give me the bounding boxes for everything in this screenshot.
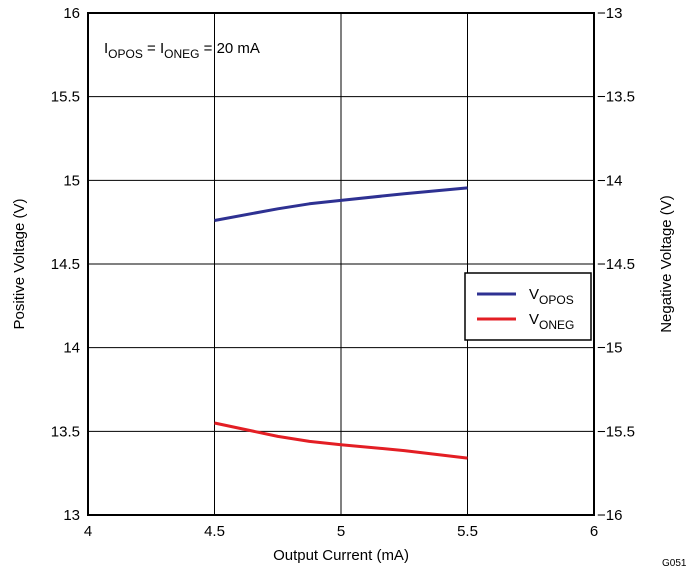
legend-box <box>464 272 592 341</box>
annotation-value: = 20 mA <box>199 40 259 57</box>
y-tick-label-left: 16 <box>63 5 80 22</box>
series-layer <box>214 186 468 460</box>
y-axis-label-right: Negative Voltage (V) <box>658 195 675 333</box>
annotation-sub2: ONEG <box>164 47 199 61</box>
y-tick-label-right: −15 <box>597 340 622 357</box>
annotation-i2: I <box>160 40 164 57</box>
legend-vopos-sub: OPOS <box>539 293 574 307</box>
legend: VOPOS VONEG <box>464 272 592 341</box>
legend-label-vopos: VOPOS <box>529 286 574 307</box>
y-tick-label-left: 15 <box>63 172 80 189</box>
annotation-i1: I <box>104 40 108 57</box>
plot-frame <box>87 12 595 516</box>
y-tick-label-left: 14 <box>63 340 80 357</box>
y-tick-label-right: −13 <box>597 5 622 22</box>
tick-labels: 4 4.5 5 5.5 6 13 −16 13.5 −15.5 14 −15 14.5 −14.5 15 −… <box>51 5 635 540</box>
figure-id: G051 <box>662 558 687 569</box>
y-tick-label-left: 15.5 <box>51 89 80 106</box>
x-axis-label: Output Current (mA) <box>273 547 409 564</box>
legend-voneg-main: V <box>529 311 539 328</box>
series-line-vopos <box>214 186 468 222</box>
y-tick-label-right: −13.5 <box>597 89 635 106</box>
x-tick-label: 6 <box>590 523 598 540</box>
y-tick-label-right: −14.5 <box>597 256 635 273</box>
y-tick-label-left: 13.5 <box>51 423 80 440</box>
y-tick-label-right: −16 <box>597 507 622 524</box>
annotation-sub1: OPOS <box>108 47 143 61</box>
series-line-voneg <box>214 421 468 460</box>
legend-label-voneg: VONEG <box>529 311 574 332</box>
grid-lines <box>88 13 594 515</box>
legend-voneg-sub: ONEG <box>539 318 574 332</box>
y-tick-label-right: −14 <box>597 172 622 189</box>
y-tick-label-right: −15.5 <box>597 423 635 440</box>
x-tick-label: 5 <box>337 523 345 540</box>
x-tick-label: 5.5 <box>457 523 478 540</box>
y-tick-label-left: 13 <box>63 507 80 524</box>
legend-vopos-main: V <box>529 286 539 303</box>
annotation-eq: = <box>143 40 160 57</box>
x-tick-label: 4.5 <box>204 523 225 540</box>
y-axis-label-left: Positive Voltage (V) <box>11 199 28 330</box>
annotation-text: IOPOS = IONEG = 20 mA <box>104 40 260 61</box>
x-tick-label: 4 <box>84 523 92 540</box>
y-tick-label-left: 14.5 <box>51 256 80 273</box>
